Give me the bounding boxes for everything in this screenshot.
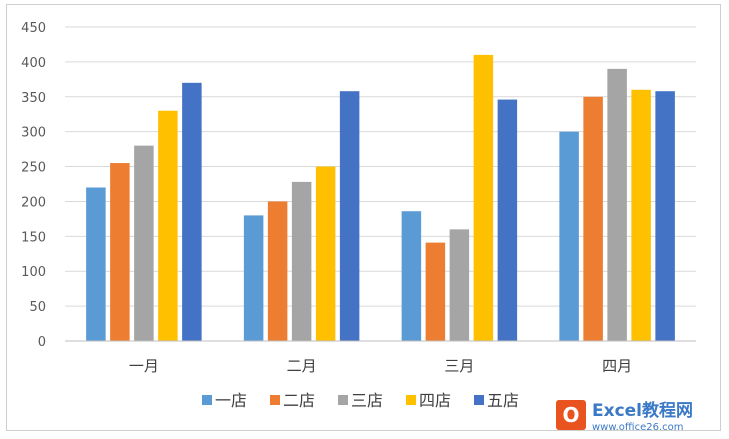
- y-tick-label: 100: [21, 265, 46, 280]
- bar: [559, 131, 579, 341]
- y-tick-label: 400: [21, 56, 46, 71]
- legend: 一店 二店 三店 四店 五店: [202, 391, 519, 410]
- bar: [631, 89, 651, 341]
- bar: [267, 201, 288, 341]
- y-tick-label: 0: [38, 335, 46, 350]
- x-tick-label: 三月: [444, 357, 474, 375]
- bar: [134, 145, 154, 341]
- bar: [449, 229, 470, 341]
- legend-swatch: [338, 395, 348, 405]
- y-tick-label: 50: [29, 300, 46, 315]
- legend-swatch: [406, 395, 416, 405]
- y-tick-label: 350: [21, 91, 46, 106]
- legend-swatch: [270, 395, 280, 405]
- bar: [583, 96, 603, 342]
- legend-label: 二店: [283, 391, 315, 410]
- legend-label: 一店: [215, 391, 247, 410]
- y-tick-label: 300: [21, 126, 46, 141]
- legend-label: 三店: [351, 391, 383, 410]
- bar: [339, 91, 360, 341]
- bar: [86, 187, 106, 341]
- legend-swatch: [202, 395, 212, 405]
- bar: [158, 110, 178, 341]
- legend-swatch: [474, 395, 484, 405]
- bar: [425, 242, 446, 341]
- bar: [110, 163, 130, 341]
- bar: [655, 91, 675, 341]
- bar: [182, 82, 202, 342]
- y-tick-label: 450: [21, 21, 46, 36]
- bar: [243, 215, 264, 341]
- bar: [473, 54, 494, 342]
- y-tick-label: 250: [21, 161, 46, 176]
- bars: [86, 54, 675, 342]
- y-axis-ticks: 0 50 100 150 200 250 300 350 400 450: [21, 21, 46, 350]
- x-tick-label: 二月: [287, 357, 317, 375]
- bar: [291, 181, 312, 341]
- bar: [401, 211, 422, 341]
- bar: [607, 68, 627, 341]
- x-tick-label: 四月: [602, 357, 632, 375]
- legend-label: 五店: [487, 391, 519, 410]
- x-axis-ticks: 一月 二月 三月 四月: [129, 357, 632, 375]
- bar: [497, 99, 518, 342]
- y-tick-label: 200: [21, 195, 46, 210]
- x-tick-label: 一月: [129, 357, 159, 375]
- bar: [315, 166, 336, 341]
- legend-label: 四店: [419, 391, 451, 410]
- y-tick-label: 150: [21, 230, 46, 245]
